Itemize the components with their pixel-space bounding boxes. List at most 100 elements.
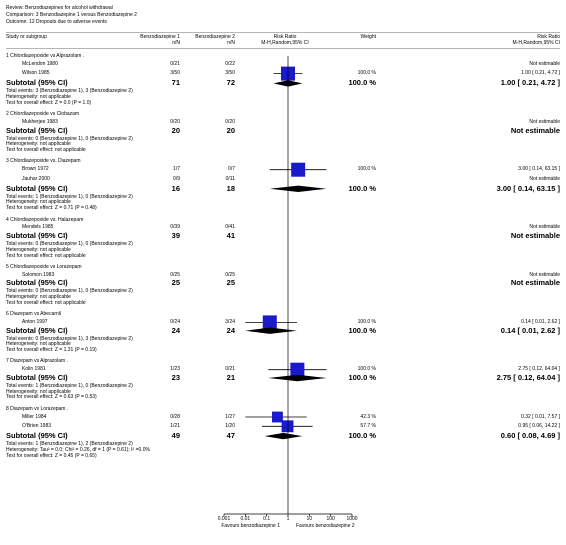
subtotal-total-group2: 25: [226, 278, 235, 288]
header-top-rule: [6, 32, 560, 33]
subtotal-weight: 100.0 %: [348, 325, 376, 335]
study-name: Mukherjee 1983: [22, 118, 58, 125]
study-box: [262, 315, 277, 330]
study-risk-ratio-text: Not estimable: [529, 175, 560, 182]
subtotal-note: Test for overall effect: Z = 0.45 (P = 0…: [6, 452, 97, 459]
subtotal-total-group1: 16: [171, 183, 180, 193]
study-events-group2: 1/20: [225, 422, 235, 429]
subtotal-label: Subtotal (95% CI): [6, 231, 68, 241]
study-name: Anton 1997: [22, 318, 48, 325]
study-events-group2: 0/41: [225, 224, 235, 231]
study-weight: 57.7 %: [360, 422, 376, 429]
subtotal-note: Total events: 3 (Benzodiazepine 1), 3 (B…: [6, 88, 133, 95]
subtotal-note: Heterogeneity: not applicable: [6, 294, 71, 300]
study-events-group1: 0/25: [170, 271, 180, 278]
group-title: 3 Chlordiazepoxide vs. Diazepam: [6, 158, 81, 165]
subtotal-diamond: [269, 185, 327, 192]
subtotal-note: Total events: 0 (Benzodiazepine 1), 0 (B…: [6, 288, 133, 295]
study-weight: 100.0 %: [357, 366, 376, 373]
subtotal-total-group2: 41: [226, 231, 235, 241]
subtotal-weight: 100.0 %: [348, 431, 376, 441]
subtotal-weight: 100.0 %: [348, 373, 376, 382]
subtotal-label: Subtotal (95% CI): [6, 278, 68, 288]
subtotal-risk-ratio-text: 1.00 [ 0.21, 4.72 ]: [500, 78, 560, 88]
subtotal-risk-ratio-text: Not estimable: [510, 278, 560, 288]
subtotal-note: Heterogeneity: not applicable: [6, 199, 71, 206]
study-events-group1: 0/39: [170, 224, 180, 231]
subtotal-total-group1: 24: [171, 325, 180, 335]
subtotal-note: Total events: 1 (Benzodiazepine 1), 2 (B…: [6, 440, 133, 447]
subtotal-total-group1: 20: [171, 125, 180, 135]
study-events-group2: 1/27: [225, 413, 235, 420]
study-risk-ratio-text: 3.00 [ 0.14, 63.15 ]: [518, 166, 560, 173]
review-title: Review: Benzodiazepines for alcohol with…: [6, 5, 113, 11]
study-name: McLendon 1980: [22, 60, 58, 67]
subtotal-total-group2: 24: [226, 325, 235, 335]
x-axis-tick-label: 10: [306, 516, 313, 522]
study-risk-ratio-text: Not estimable: [529, 118, 560, 125]
study-box: [291, 162, 306, 177]
subtotal-label: Subtotal (95% CI): [6, 325, 68, 335]
subtotal-note: Heterogeneity: not applicable: [6, 246, 71, 253]
study-weight: 100.0 %: [357, 318, 376, 325]
study-weight: 42.3 %: [360, 413, 376, 420]
subtotal-total-group2: 18: [226, 183, 235, 193]
study-events-group1: 1/23: [170, 366, 180, 373]
study-weight: 100.0 %: [357, 70, 376, 77]
col-header-risk-ratio-2-sub: M-H,Random,95% CI: [512, 40, 560, 46]
subtotal-note: Test for overall effect: Z = 1.31 (P = 0…: [6, 347, 97, 354]
study-risk-ratio-text: 2.75 [ 0.12, 64.04 ]: [518, 366, 560, 373]
subtotal-diamond: [245, 327, 297, 334]
study-events-group2: 3/24: [225, 318, 235, 325]
subtotal-total-group1: 25: [171, 278, 180, 288]
study-name: O'Brien 1983: [22, 422, 52, 429]
subtotal-total-group2: 47: [226, 431, 235, 441]
subtotal-note: Total events: 0 (Benzodiazepine 1), 0 (B…: [6, 240, 133, 247]
study-events-group1: 3/50: [170, 70, 180, 77]
study-name: Mendels 1985: [22, 224, 54, 231]
study-events-group1: 0/21: [170, 60, 180, 67]
group-title: 7 Diazepam vs Alprazolam .: [6, 358, 68, 365]
study-name: Solomon 1983: [22, 271, 55, 278]
col-header-risk-ratio-sub: M-H,Random,95% CI: [261, 40, 309, 46]
study-risk-ratio-text: Not estimable: [529, 271, 560, 278]
study-events-group2: 3/50: [225, 70, 235, 77]
study-risk-ratio-text: 0.32 [ 0.01, 7.57 ]: [521, 413, 560, 420]
subtotal-label: Subtotal (95% CI): [6, 78, 68, 88]
subtotal-total-group2: 21: [226, 373, 235, 382]
subtotal-diamond: [268, 374, 327, 382]
subtotal-weight: 100.0 %: [348, 183, 376, 193]
subtotal-note: Heterogeneity: not applicable: [6, 141, 71, 148]
study-events-group1: 1/21: [170, 422, 180, 429]
study-events-group1: 0/20: [170, 118, 180, 125]
study-name: Jauhar 2000: [22, 175, 50, 182]
subtotal-note: Heterogeneity: not applicable: [6, 341, 71, 348]
x-axis-tick-label: 0.1: [263, 516, 271, 522]
study-risk-ratio-text: 0.95 [ 0.06, 14.22 ]: [518, 422, 560, 429]
x-axis-tick-label: 1000: [346, 516, 358, 522]
study-events-group2: 0/7: [228, 166, 235, 173]
group-title: 5 Chlordiazepoxide vs Lorazepam: [6, 263, 82, 270]
study-events-group1: 0/9: [173, 175, 180, 182]
subtotal-note: Test for overall effect: not applicable: [6, 299, 86, 306]
study-weight: 100.0 %: [357, 166, 376, 173]
subtotal-note: Heterogeneity: not applicable: [6, 388, 71, 395]
study-name: Miller 1984: [22, 413, 47, 420]
x-axis-tick-label: 100: [326, 516, 335, 522]
study-events-group2: 0/22: [225, 60, 235, 67]
col-header-weight: Weight: [360, 34, 376, 40]
subtotal-note: Test for overall effect: not applicable: [6, 252, 86, 259]
subtotal-risk-ratio-text: Not estimable: [510, 125, 560, 135]
subtotal-weight: 100.0 %: [348, 78, 376, 88]
x-axis-tick-label: 1: [286, 516, 290, 522]
subtotal-risk-ratio-text: 2.75 [ 0.12, 64.04 ]: [496, 373, 560, 382]
study-events-group1: 1/7: [173, 166, 180, 173]
subtotal-note: Test for overall effect: not applicable: [6, 147, 86, 154]
col-header-study: Study or subgroup: [6, 34, 47, 40]
subtotal-note: Total events: 1 (Benzodiazepine 1), 0 (B…: [6, 382, 133, 389]
subtotal-risk-ratio-text: Not estimable: [510, 231, 560, 241]
study-box: [290, 362, 305, 377]
x-axis-tick-label: 0.01: [240, 516, 251, 522]
subtotal-note: Total events: 0 (Benzodiazepine 1), 3 (B…: [6, 335, 133, 342]
